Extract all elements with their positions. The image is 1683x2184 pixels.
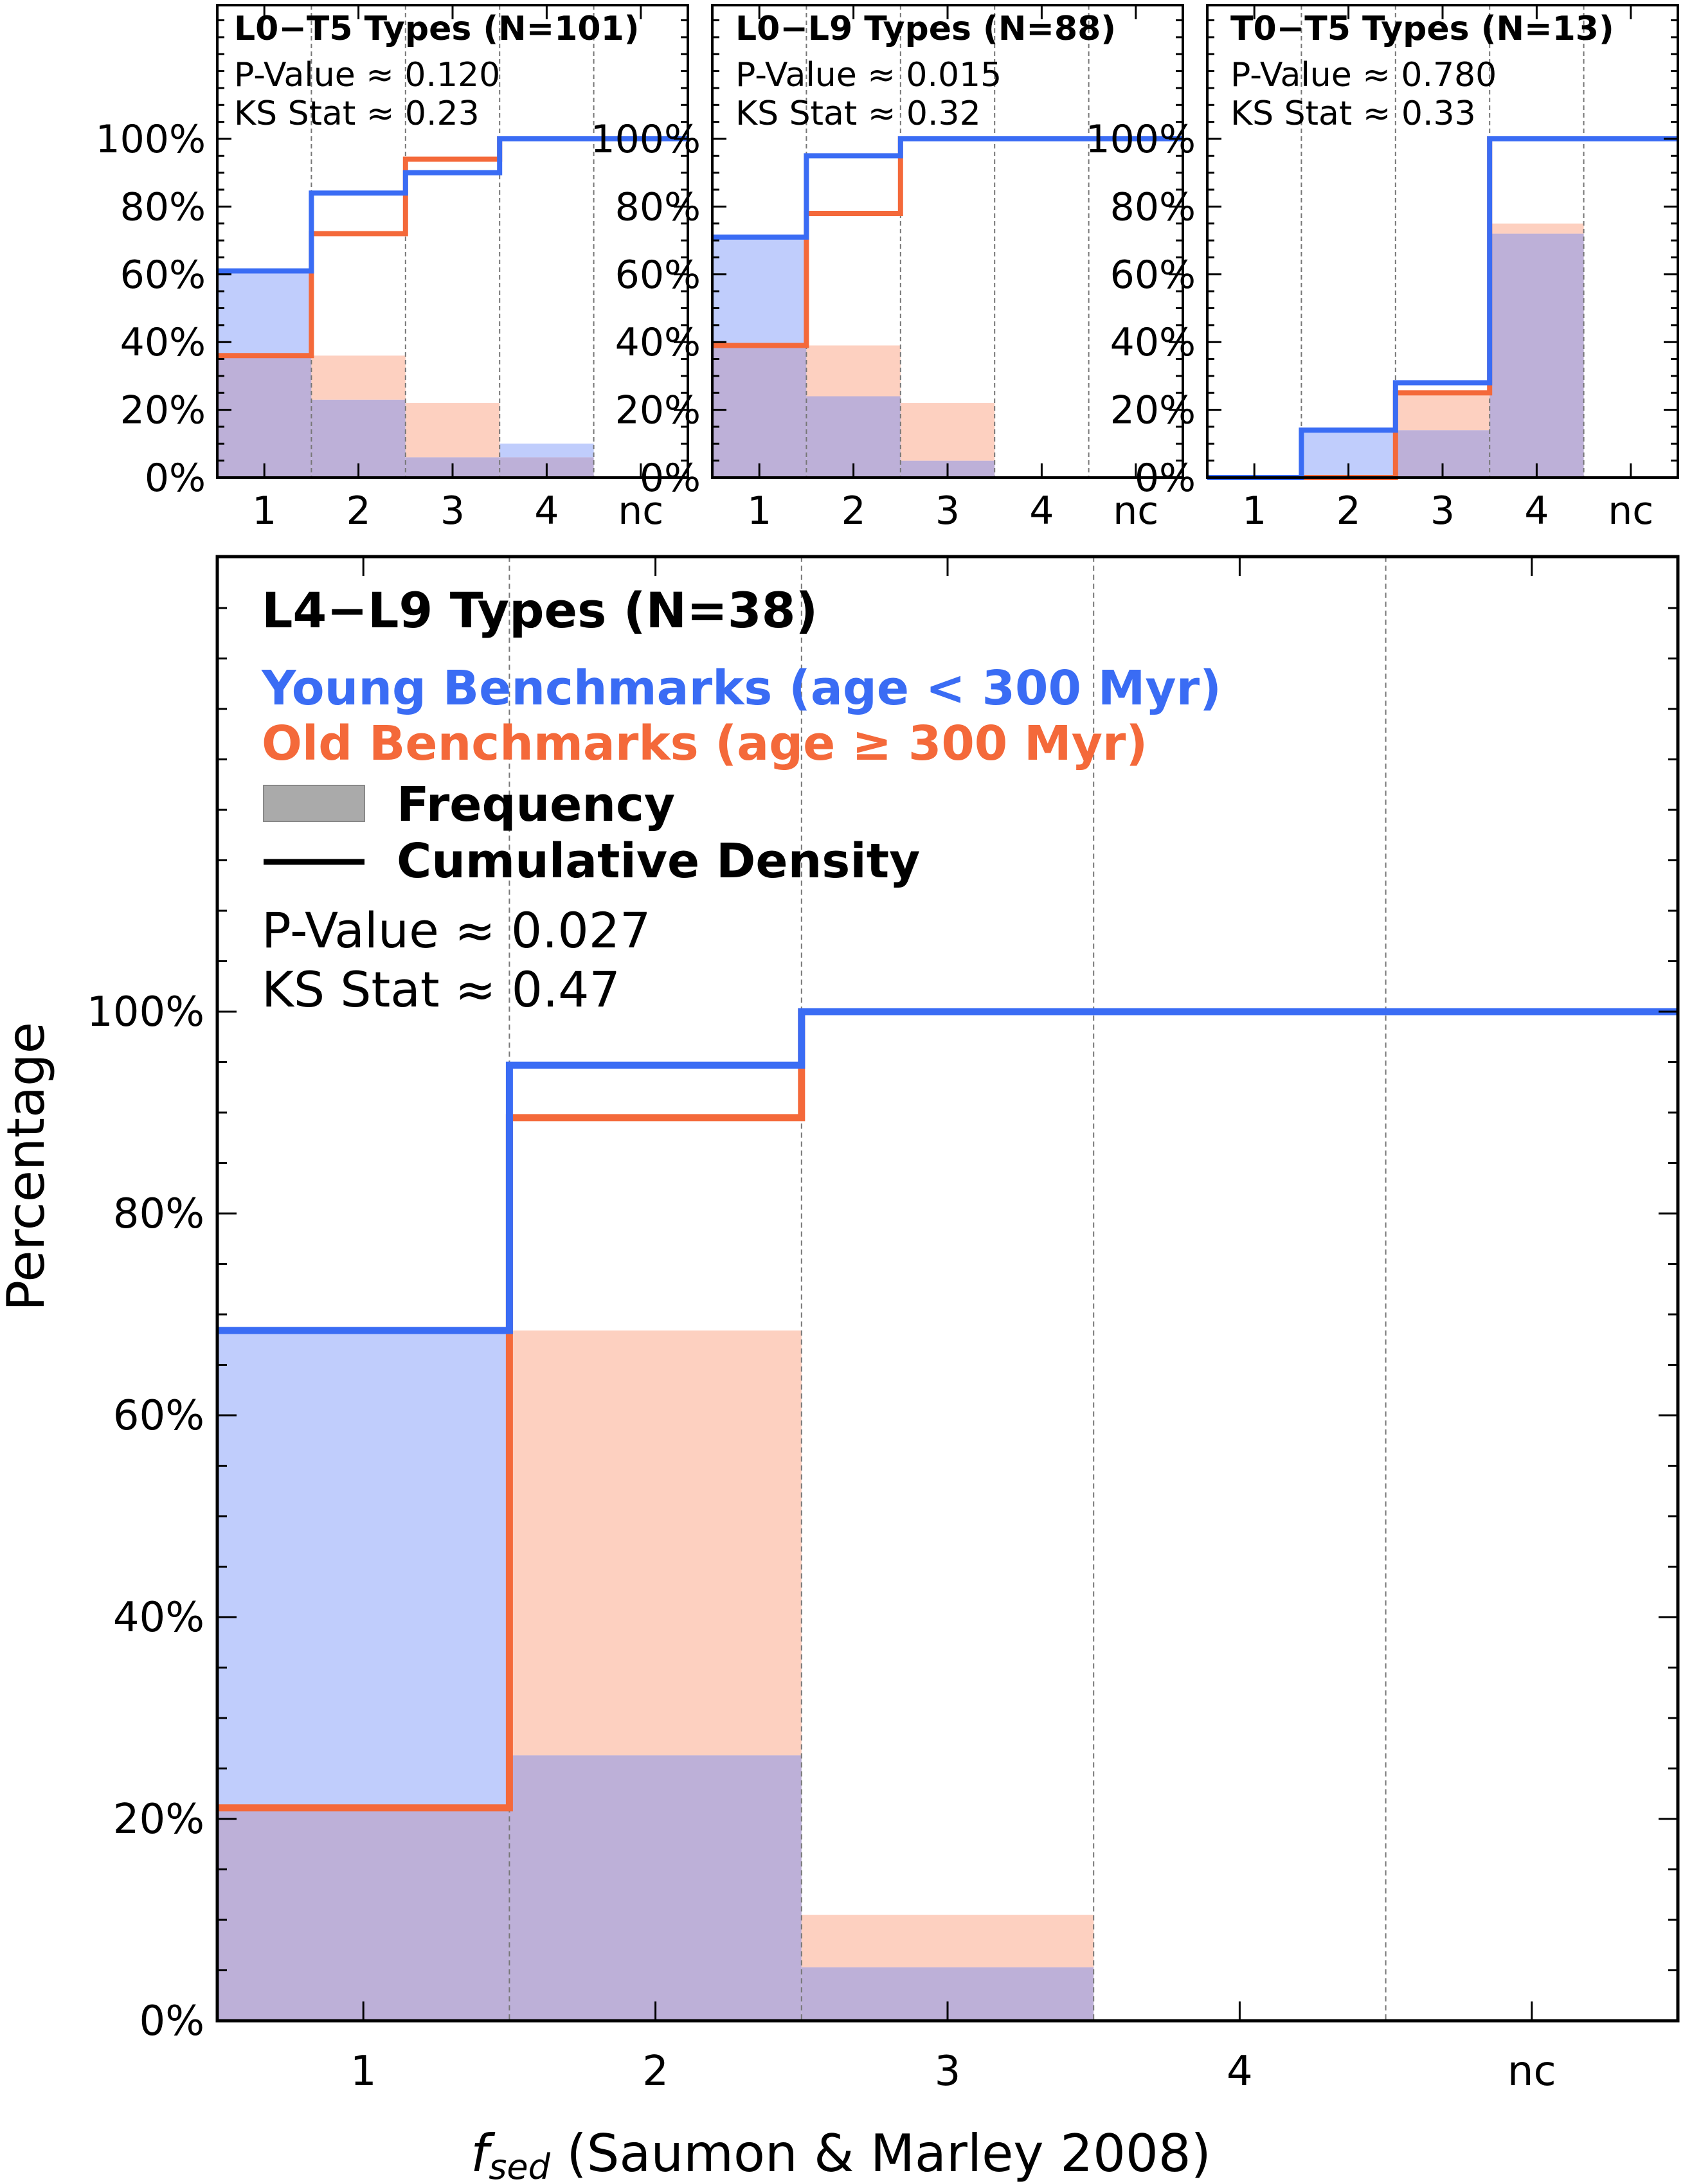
x-tick-label: nc [1508, 2048, 1556, 2095]
frequency-bar-old [801, 1915, 1094, 1967]
y-tick-label: 20% [120, 388, 206, 433]
legend-young-label: Young Benchmarks (age < 300 Myr) [261, 661, 1221, 716]
y-tick-label: 20% [615, 388, 701, 433]
frequency-bar-old [509, 1330, 802, 1756]
x-tick-label: 4 [534, 488, 559, 533]
panel-l0-l9-ks-stat: KS Stat ≈ 0.32 [735, 94, 981, 133]
y-tick-label: 80% [1110, 184, 1196, 229]
x-tick-label: 2 [842, 488, 866, 533]
y-tick-label: 60% [120, 253, 206, 298]
panel-l0-l9-title: L0−L9 Types (N=88) [735, 10, 1116, 48]
frequency-bar-overlap [217, 1807, 510, 2021]
x-tick-label: 1 [350, 2048, 377, 2095]
frequency-bar-overlap [712, 345, 807, 478]
x-tick-label: 3 [440, 488, 465, 533]
y-tick-label: 40% [120, 320, 206, 365]
x-tick-label: 3 [935, 488, 960, 533]
y-tick-label: 40% [1110, 320, 1196, 365]
x-tick-label: 4 [1524, 488, 1549, 533]
y-tick-label: 40% [615, 320, 701, 365]
y-tick-label: 60% [615, 253, 701, 298]
panel-t0-t5-p-value: P-Value ≈ 0.780 [1230, 56, 1497, 94]
panel-l4-l9-bars [217, 557, 1678, 2021]
x-tick-label: 1 [252, 488, 276, 533]
panel-l0-l9-axes: 0% 20% 40% 60% 80% 100% 1 2 3 4 nc [590, 4, 1184, 533]
panel-l0-t5-title: L0−T5 Types (N=101) [234, 10, 640, 48]
y-tick-label: 100% [590, 117, 701, 162]
x-tick-label: nc [618, 488, 663, 533]
y-tick-label: 80% [615, 184, 701, 229]
frequency-bar-old [311, 355, 406, 400]
panel-l0-t5-ks-stat: KS Stat ≈ 0.23 [234, 94, 480, 133]
frequency-bar-overlap [1490, 233, 1584, 478]
frequency-bar-old [1395, 393, 1490, 431]
panel-l0-l9: 0% 20% 40% 60% 80% 100% 1 2 3 4 nc L0−L9 Types (N=… [590, 4, 1184, 533]
legend-cumulative-label: Cumulative Density [397, 834, 920, 889]
y-tick-label: 100% [95, 117, 206, 162]
frequency-bar-old [900, 403, 995, 461]
cumulative-line-young [217, 1008, 1678, 1334]
y-tick-label: 40% [113, 1594, 204, 1642]
x-tick-label: 1 [747, 488, 771, 533]
frequency-bar-old [806, 345, 901, 397]
x-tick-label: nc [1608, 488, 1653, 533]
y-tick-label: 20% [1110, 388, 1196, 433]
panel-l0-t5: 0% 20% 40% 60% 80% 100% 1 2 3 4 nc L0−T5 Types (N=… [95, 4, 689, 533]
x-tick-label: 2 [1336, 488, 1361, 533]
legend-frequency-label: Frequency [397, 777, 675, 832]
x-tick-label: 3 [1430, 488, 1455, 533]
x-tick-label: nc [1113, 488, 1158, 533]
panel-t0-t5-title: T0−T5 Types (N=13) [1230, 10, 1614, 48]
panel-l0-t5-axes: 0% 20% 40% 60% 80% 100% 1 2 3 4 nc [95, 4, 689, 533]
panel-l0-l9-p-value: P-Value ≈ 0.015 [735, 56, 1002, 94]
x-axis-label-sed: sed [489, 2147, 550, 2184]
x-tick-label: 2 [642, 2048, 669, 2095]
x-tick-label: 1 [1242, 488, 1266, 533]
frequency-bar-old [1490, 223, 1584, 234]
x-tick-label: 2 [346, 488, 371, 533]
y-tick-label: 100% [87, 989, 204, 1036]
frequency-bar-old [405, 403, 500, 458]
cumulative-line-young [712, 136, 1183, 240]
y-tick-label: 100% [1085, 117, 1196, 162]
x-axis-label-rest: (Saumon & Marley 2008) [550, 2124, 1211, 2183]
cumulative-line-young [217, 136, 688, 274]
panel-l4-l9-axes: 0% 20% 40% 60% 80% 100% 1 2 3 4 nc [87, 555, 1680, 2095]
panel-l4-l9-title: L4−L9 Types (N=38) [262, 582, 818, 639]
panel-l0-t5-p-value: P-Value ≈ 0.120 [234, 56, 500, 94]
y-tick-label: 0% [640, 456, 701, 501]
x-tick-label: 4 [1029, 488, 1054, 533]
panel-t0-t5-ks-stat: KS Stat ≈ 0.33 [1230, 94, 1476, 133]
legend-frequency-swatch [263, 785, 365, 822]
x-tick-label: 4 [1227, 2048, 1253, 2095]
y-tick-label: 60% [113, 1392, 204, 1440]
frequency-bar-overlap [509, 1755, 802, 2021]
panel-l4-l9-ks-stat: KS Stat ≈ 0.47 [262, 961, 620, 1018]
frequency-bar-young [217, 271, 312, 356]
frequency-bar-overlap [217, 355, 312, 478]
y-tick-label: 20% [113, 1796, 204, 1843]
y-tick-label: 0% [145, 456, 206, 501]
y-tick-label: 0% [1135, 456, 1196, 501]
y-axis-label: Percentage [0, 1022, 56, 1311]
y-tick-label: 0% [139, 1998, 204, 2045]
y-tick-label: 60% [1110, 253, 1196, 298]
panel-l4-l9-p-value: P-Value ≈ 0.027 [262, 902, 651, 959]
cumulative-line-young [1207, 136, 1678, 480]
panel-t0-t5-axes: 0% 20% 40% 60% 80% 100% 1 2 3 4 nc [1085, 4, 1679, 533]
frequency-bar-young [217, 1330, 510, 1808]
x-axis-label: fsed (Saumon & Marley 2008) [471, 2124, 1211, 2184]
panel-l0-l9-bars [712, 5, 1183, 478]
frequency-bar-young [712, 237, 807, 346]
y-tick-label: 80% [113, 1190, 204, 1238]
x-tick-label: 3 [935, 2048, 961, 2095]
panel-l4-l9: 0% 20% 40% 60% 80% 100% 1 2 3 4 nc L4−L9 Types (N=… [0, 555, 1680, 2184]
y-tick-label: 80% [120, 184, 206, 229]
panel-t0-t5: 0% 20% 40% 60% 80% 100% 1 2 3 4 nc T0−T5 Types (N=… [1085, 4, 1679, 533]
legend-old-label: Old Benchmarks (age ≥ 300 Myr) [262, 716, 1148, 771]
frequency-bar-young [500, 443, 594, 458]
